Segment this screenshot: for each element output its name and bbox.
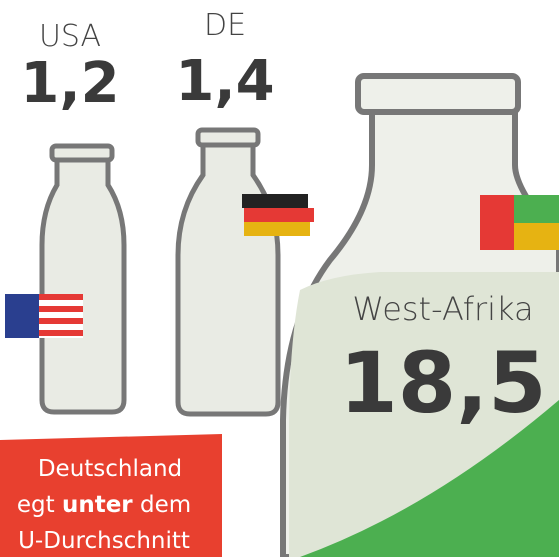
callout-text: dem xyxy=(133,492,191,518)
label: West-Afrika xyxy=(352,290,533,328)
value: 18,5 xyxy=(339,334,546,432)
callout: Deutschland egt unter dem U-Durchschnitt xyxy=(0,434,222,557)
value: 1,2 xyxy=(20,51,119,116)
label: DE xyxy=(204,8,246,43)
bottle-usa xyxy=(5,146,124,412)
infographic: USA 1,2 DE 1,4 West-Afrika 18,5 Deutschl… xyxy=(0,0,559,557)
callout-text: egt unter dem xyxy=(17,492,191,518)
callout-text: U-Durchschnitt xyxy=(18,528,190,554)
callout-text: unter xyxy=(62,492,133,518)
value: 1,4 xyxy=(175,49,274,114)
label: USA xyxy=(39,19,101,54)
callout-text: Deutschland xyxy=(38,456,182,482)
callout-text: egt xyxy=(17,492,62,518)
